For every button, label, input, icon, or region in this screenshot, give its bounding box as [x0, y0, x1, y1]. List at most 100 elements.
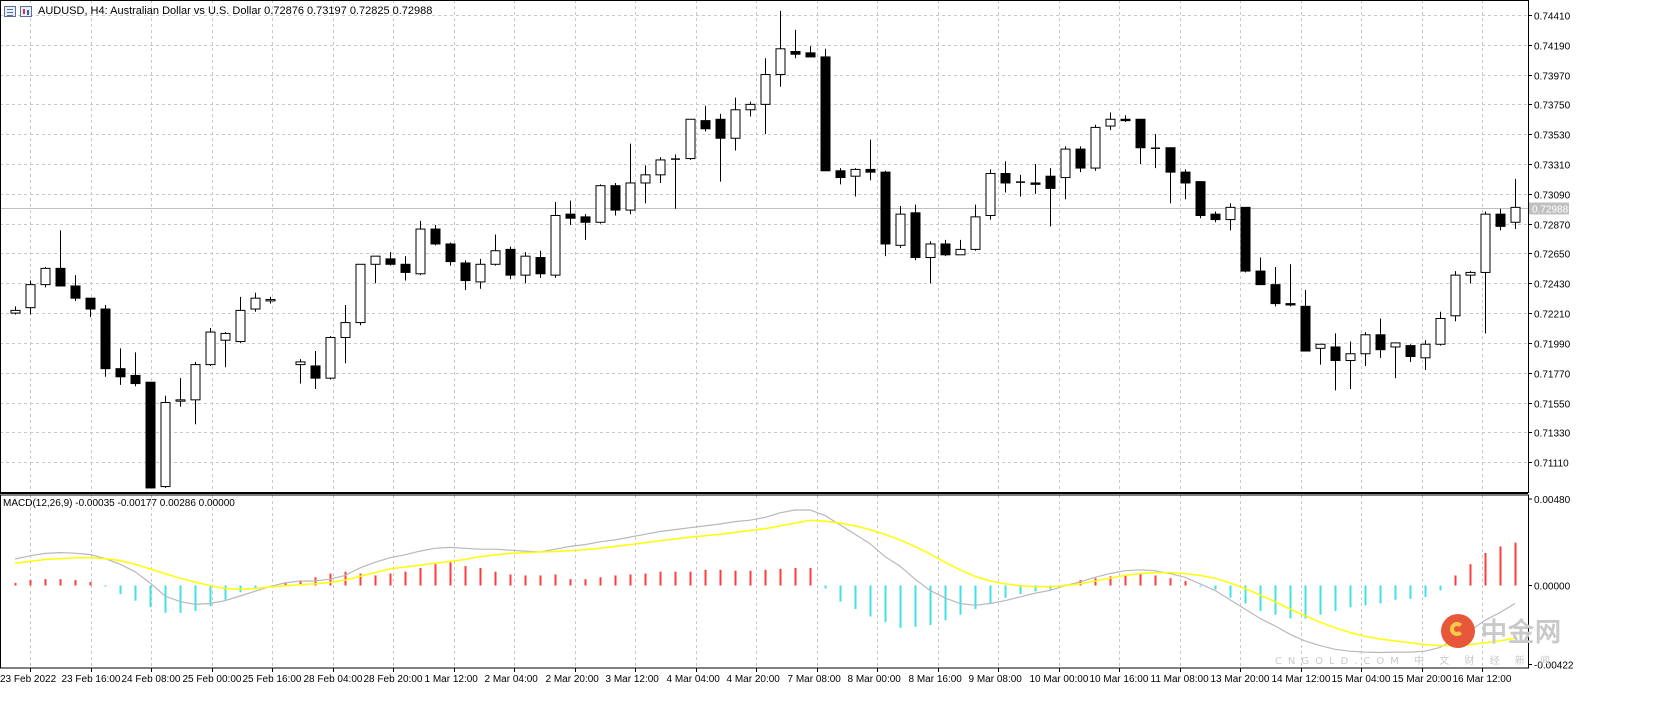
time-tick-label: 10 Mar 00:00: [1030, 674, 1089, 685]
candle-body-bull: [40, 267, 51, 286]
candle: [1210, 211, 1221, 223]
candle-body-bull: [355, 263, 366, 324]
candle: [175, 378, 186, 407]
candle-body-bear: [940, 243, 951, 256]
candle-body-bear: [865, 168, 876, 173]
candle: [625, 143, 636, 215]
candle: [1270, 267, 1281, 307]
candle-body-bear: [1375, 334, 1386, 351]
time-tick-label: 2 Mar 20:00: [546, 674, 600, 685]
price-tick-label: 0.73530: [1534, 131, 1571, 142]
price-tick-label: 0.73970: [1534, 72, 1571, 83]
candle-body-bull: [175, 399, 186, 402]
candle: [1016, 174, 1025, 197]
candle: [1165, 147, 1176, 204]
candle: [1450, 271, 1461, 322]
price-tick-label: 0.72430: [1534, 280, 1571, 291]
candle: [475, 258, 486, 289]
candle: [10, 306, 21, 315]
candle: [1225, 203, 1236, 231]
price-tick-label: 0.72870: [1534, 221, 1571, 232]
candle-body-bear: [610, 185, 621, 211]
candle: [745, 101, 756, 117]
candle: [55, 230, 66, 287]
candle: [325, 336, 336, 380]
candle: [1405, 344, 1416, 362]
candle-body-bull: [1105, 118, 1116, 127]
candle-body-bear: [1495, 213, 1506, 227]
axes: 0.74410 0.74190 0.73970 0.73750 0.73530 0.733…: [0, 0, 1574, 685]
candle: [460, 260, 471, 291]
candle: [760, 58, 771, 135]
macd-info: MACD(12,26,9) -0.00035 -0.00177 0.00286 …: [3, 498, 235, 509]
time-tick-label: 16 Mar 12:00: [1453, 674, 1512, 685]
chart-header: AUDUSD, H4: Australian Dollar vs U.S. Do…: [4, 4, 432, 18]
candle: [520, 252, 531, 284]
candle-body-bear: [790, 51, 801, 55]
candle: [775, 10, 786, 87]
candle: [505, 246, 516, 280]
candle: [940, 239, 951, 257]
candle: [415, 220, 426, 276]
watermark-url: CNGOLD.COM: [1274, 656, 1405, 667]
candle: [310, 351, 321, 389]
candle: [865, 139, 876, 181]
candle-body-bear: [460, 262, 471, 282]
bid-label: 0.72988: [1532, 205, 1569, 216]
candle-body-bull: [730, 109, 741, 139]
price-tick-label: 0.71550: [1534, 400, 1571, 411]
candle-body-bull: [10, 309, 21, 314]
time-tick-label: 14 Mar 12:00: [1272, 674, 1331, 685]
candle: [535, 250, 546, 278]
symbol-info: AUDUSD, H4: Australian Dollar vs U.S. Do…: [38, 5, 433, 17]
price-tick-label: 0.71110: [1534, 459, 1569, 470]
candle: [1360, 332, 1371, 366]
candle: [295, 359, 306, 384]
candle: [1480, 211, 1491, 334]
candle-body-bull: [1450, 274, 1461, 317]
price-tick-label: 0.73090: [1534, 191, 1571, 202]
candle: [265, 296, 276, 304]
candle-body-bull: [325, 336, 336, 379]
candle: [1045, 168, 1056, 227]
candle-body-bear: [910, 212, 921, 259]
time-tick-label: 2 Mar 04:00: [485, 674, 539, 685]
candle-body-bull: [655, 159, 666, 176]
time-tick-label: 3 Mar 12:00: [606, 674, 660, 685]
price-tick-label: 0.71770: [1534, 370, 1571, 381]
candle-body-bull: [415, 228, 426, 275]
candle: [835, 168, 846, 185]
candle: [250, 292, 261, 312]
candle-body-bull: [1225, 206, 1236, 221]
candle-body-bear: [1405, 345, 1416, 357]
candle: [385, 252, 396, 266]
candle-body-bull: [625, 182, 636, 211]
chart-bars-icon[interactable]: [4, 5, 16, 17]
time-tick-label: 24 Feb 08:00: [122, 674, 181, 685]
candle-body-bull: [1090, 126, 1101, 169]
candle-body-bull: [220, 332, 231, 341]
candle: [1000, 161, 1011, 193]
candle: [805, 46, 816, 58]
candle-body-bull: [745, 103, 756, 111]
candle-body-bear: [310, 365, 321, 379]
candle-body-bull: [295, 361, 306, 366]
candle-body-bull: [1435, 318, 1446, 345]
candle-body-bear: [100, 308, 111, 370]
candle-body-bear: [130, 374, 141, 385]
candle: [910, 204, 921, 261]
candle-body-bull: [1315, 343, 1326, 349]
candlestick-series: [0, 10, 1528, 489]
candle-body-bull: [1480, 213, 1491, 273]
candle-body-bear: [505, 248, 516, 276]
candles-icon[interactable]: [20, 5, 32, 17]
time-tick-label: 25 Feb 16:00: [243, 674, 302, 685]
time-tick-label: 9 Mar 08:00: [969, 674, 1023, 685]
candle-body-bear: [430, 228, 441, 245]
candle: [1315, 343, 1326, 365]
candle: [700, 105, 711, 132]
candle: [1120, 115, 1131, 122]
price-grid: [0, 0, 1528, 668]
candle: [340, 304, 351, 364]
